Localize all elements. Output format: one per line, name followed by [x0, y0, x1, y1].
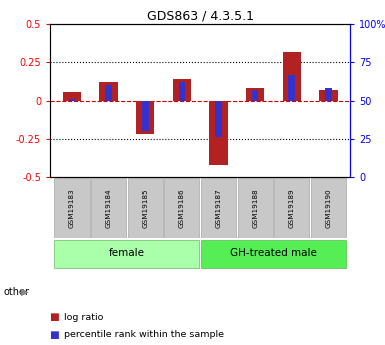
- Title: GDS863 / 4.3.5.1: GDS863 / 4.3.5.1: [147, 10, 254, 23]
- Text: log ratio: log ratio: [64, 313, 103, 322]
- Text: GSM19186: GSM19186: [179, 188, 185, 228]
- Bar: [54, 178, 90, 238]
- Text: female: female: [109, 248, 145, 258]
- Text: ▶: ▶: [21, 287, 28, 296]
- Text: GSM19183: GSM19183: [69, 188, 75, 228]
- Text: ■: ■: [50, 330, 63, 339]
- Text: other: other: [4, 287, 30, 296]
- Text: GSM19185: GSM19185: [142, 188, 148, 228]
- Bar: [319, 90, 338, 101]
- Bar: [311, 178, 346, 238]
- Bar: [164, 178, 199, 238]
- Bar: [201, 178, 236, 238]
- Text: GSM19188: GSM19188: [252, 188, 258, 228]
- Bar: [201, 240, 346, 268]
- Bar: [91, 178, 126, 238]
- Bar: [63, 91, 81, 101]
- Text: GSM19190: GSM19190: [325, 188, 331, 228]
- Text: GSM19189: GSM19189: [289, 188, 295, 228]
- Bar: [238, 178, 273, 238]
- Bar: [274, 178, 309, 238]
- Text: GSM19184: GSM19184: [105, 188, 112, 228]
- Bar: [283, 52, 301, 101]
- Bar: [99, 82, 118, 101]
- Bar: [252, 90, 258, 101]
- Text: GSM19187: GSM19187: [216, 188, 221, 228]
- Text: GH-treated male: GH-treated male: [230, 248, 317, 258]
- Bar: [325, 88, 331, 101]
- Bar: [288, 75, 295, 101]
- Bar: [215, 101, 222, 137]
- Bar: [128, 178, 163, 238]
- Bar: [179, 82, 185, 101]
- Text: ■: ■: [50, 313, 63, 322]
- Bar: [69, 99, 75, 101]
- Bar: [246, 88, 264, 101]
- Text: percentile rank within the sample: percentile rank within the sample: [64, 330, 224, 339]
- Bar: [105, 85, 112, 101]
- Bar: [54, 240, 199, 268]
- Bar: [173, 79, 191, 101]
- Bar: [136, 101, 154, 134]
- Bar: [209, 101, 228, 165]
- Bar: [142, 101, 149, 131]
